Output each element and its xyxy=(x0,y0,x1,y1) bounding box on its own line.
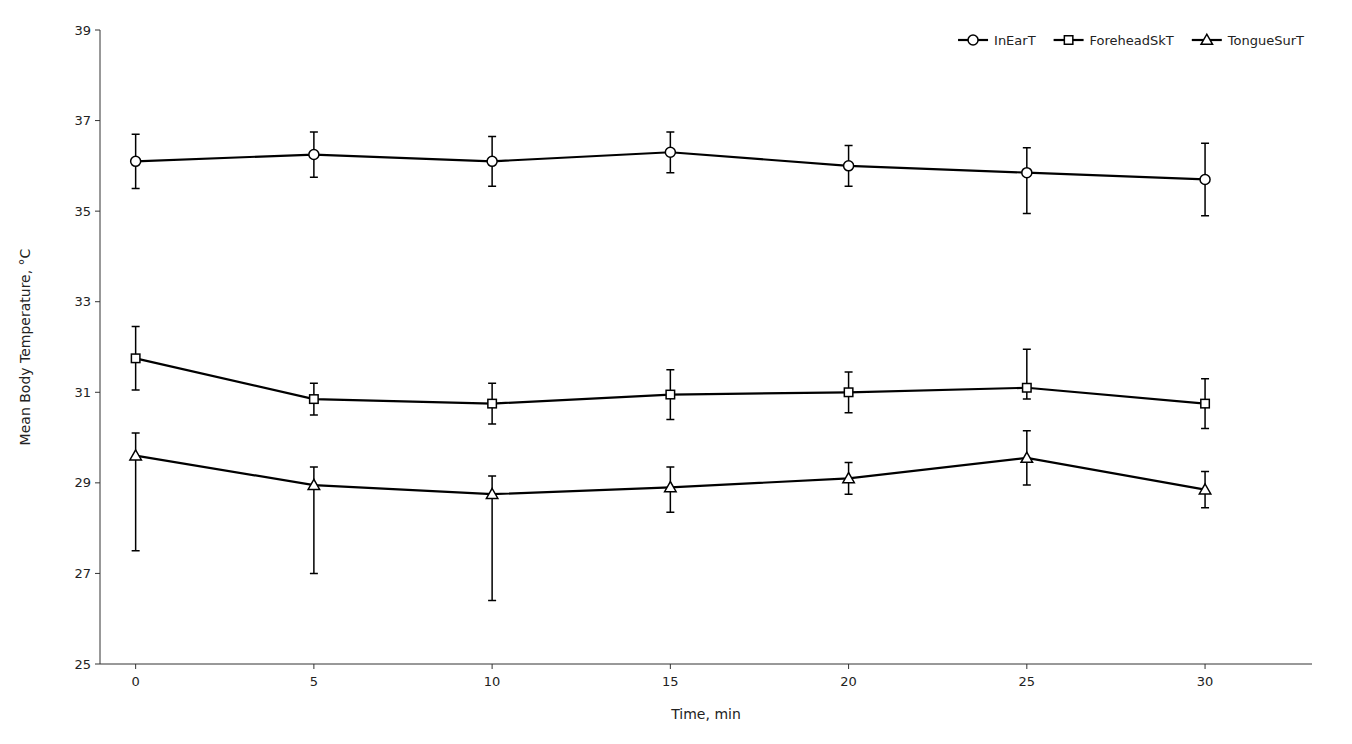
error-bar-upper xyxy=(1023,349,1031,387)
x-tick-label: 5 xyxy=(310,674,318,689)
y-tick xyxy=(95,120,100,121)
legend-item: InEarT xyxy=(958,33,1036,48)
x-tick xyxy=(1205,664,1206,669)
marker-square xyxy=(1064,36,1073,45)
marker-triangle xyxy=(843,473,855,483)
y-tick-label: 33 xyxy=(74,294,91,309)
y-tick xyxy=(95,392,100,393)
x-tick-label: 10 xyxy=(484,674,501,689)
y-axis-line xyxy=(100,30,101,664)
legend-label: TongueSurT xyxy=(1227,33,1304,48)
x-tick-label: 0 xyxy=(132,674,140,689)
marker-square xyxy=(1201,399,1210,408)
x-tick xyxy=(313,664,314,669)
legend: InEarT ForeheadSkT TongueSurT xyxy=(958,33,1304,48)
x-tick xyxy=(1026,664,1027,669)
x-tick-label: 25 xyxy=(1019,674,1036,689)
series-line xyxy=(136,358,1205,403)
marker-square xyxy=(666,390,675,399)
y-tick xyxy=(95,573,100,574)
y-tick xyxy=(95,482,100,483)
x-tick-label: 15 xyxy=(662,674,679,689)
series xyxy=(130,431,1211,601)
y-tick-label: 25 xyxy=(74,657,91,672)
y-tick-label: 29 xyxy=(74,475,91,490)
error-bar-lower xyxy=(132,456,140,551)
y-tick xyxy=(95,301,100,302)
y-tick-label: 35 xyxy=(74,204,91,219)
marker-triangle xyxy=(1201,34,1213,44)
marker-triangle xyxy=(1021,452,1032,462)
marker-circle xyxy=(487,156,497,166)
marker-square xyxy=(131,354,140,363)
chart: 0 5 10 15 20 25 30 25 27 29 31 33 35 37 39 Time, min Mea… xyxy=(0,0,1352,744)
series xyxy=(131,132,1210,216)
marker-circle xyxy=(309,150,319,160)
series xyxy=(131,327,1209,429)
y-tick-label: 27 xyxy=(74,566,91,581)
marker-circle xyxy=(665,147,675,157)
marker-square xyxy=(488,399,497,408)
error-bar-lower xyxy=(310,485,318,573)
legend-label: ForeheadSkT xyxy=(1090,33,1174,48)
y-tick-label: 39 xyxy=(74,23,91,38)
marker-square xyxy=(310,395,319,404)
marker-circle xyxy=(844,161,854,171)
y-tick xyxy=(95,211,100,212)
y-tick-label: 31 xyxy=(74,385,91,400)
x-axis-line xyxy=(100,664,1312,665)
x-tick-label: 20 xyxy=(840,674,857,689)
marker-circle xyxy=(1200,174,1210,184)
legend-label: InEarT xyxy=(994,33,1036,48)
legend-item: TongueSurT xyxy=(1192,33,1304,48)
marker-square xyxy=(844,388,853,397)
x-tick xyxy=(135,664,136,669)
marker-triangle xyxy=(1199,484,1211,494)
marker-triangle xyxy=(665,482,677,492)
x-tick xyxy=(848,664,849,669)
y-axis-label: Mean Body Temperature, °C xyxy=(17,248,33,445)
marker-circle xyxy=(131,156,141,166)
x-axis-label: Time, min xyxy=(670,706,741,722)
y-tick-label: 37 xyxy=(74,113,91,128)
error-bar-lower xyxy=(488,494,496,600)
marker-triangle xyxy=(486,488,498,498)
x-tick xyxy=(492,664,493,669)
x-tick-label: 30 xyxy=(1197,674,1214,689)
error-bar-lower xyxy=(1023,173,1031,214)
marker-square xyxy=(1023,384,1031,393)
marker-circle xyxy=(968,35,978,45)
marker-triangle xyxy=(308,479,320,489)
marker-circle xyxy=(1022,168,1032,178)
marker-triangle xyxy=(130,450,142,460)
series-line xyxy=(136,456,1205,494)
y-tick xyxy=(95,30,100,31)
legend-item: ForeheadSkT xyxy=(1054,33,1174,48)
axes: 0 5 10 15 20 25 30 25 27 29 31 33 35 37 39 xyxy=(74,23,1312,690)
plot-area xyxy=(130,132,1211,601)
y-tick xyxy=(95,664,100,665)
x-tick xyxy=(670,664,671,669)
